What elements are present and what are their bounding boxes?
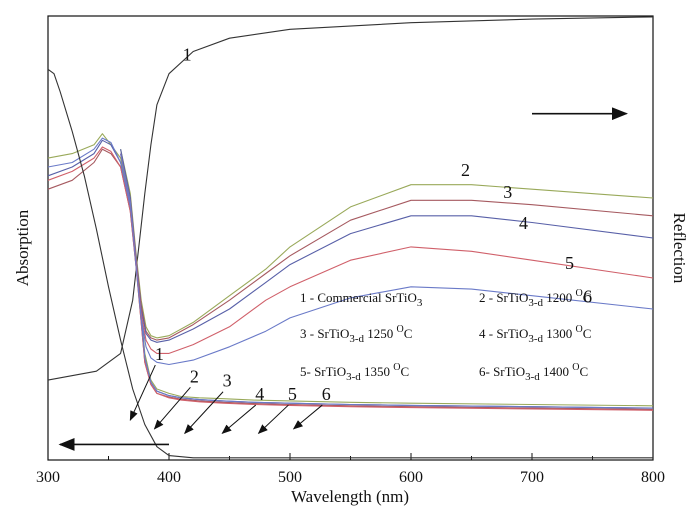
legend-text-part: 6- SrTiO [479,364,525,379]
legend-text-part: O [393,362,400,373]
legend-text-part: C [583,290,592,305]
legend-text-part: C [580,364,589,379]
legend-text-part: 1300 [543,326,576,341]
legend-entry-4: 4 - SrTiO3-d 1300 OC [479,324,591,345]
legend-text-part: O [572,362,579,373]
legend-text-part: O [397,324,404,335]
legend: 1 - Commercial SrTiO3 2 - SrTiO3-d 1200 O… [300,288,591,383]
legend-text-part: C [401,364,410,379]
legend-text-part: 3 - SrTiO [300,326,349,341]
legend-text-part: C [583,326,592,341]
x-tick-labels: 300 400 500 600 700 800 [36,469,665,486]
legend-text-part: 1250 [364,326,397,341]
upper-curve-label-4: 4 [519,213,528,233]
legend-entry-5: 5- SrTiO3-d 1350 OC [300,362,409,383]
upper-curve-label-3: 3 [503,182,512,202]
lower-curve-pointer-2 [153,386,191,430]
plot-frame [47,15,654,461]
legend-text-part: 3-d [525,371,540,383]
lower-curve-label-3: 3 [223,371,232,391]
lower-curve-pointer-5 [257,404,289,435]
lower-curve-label-1: 1 [155,344,164,364]
legend-entry-6: 6- SrTiO3-d 1400 OC [479,362,588,383]
x-tick-label-500: 500 [278,469,302,486]
legend-text-part: 5- SrTiO [300,364,346,379]
y-axis-title-left: Absorption [13,209,32,286]
lower-curve-pointer-6 [292,404,323,430]
legend-text-part: 4 - SrTiO [479,326,528,341]
reflection-curve-5 [47,146,654,411]
legend-text-part: 1400 [540,364,573,379]
curves [47,16,654,459]
lower-curve-pointer-1 [129,364,156,421]
lower-curve-labels: 1 2 3 4 5 6 [129,344,331,435]
x-tick-label-300: 300 [36,469,60,486]
y-axis-title-right: Reflection [670,213,689,284]
upper-curve-label-2: 2 [461,160,470,180]
absorption-curve-1 [47,68,653,459]
legend-text-part: 3-d [528,333,543,345]
x-axis-title: Wavelength (nm) [291,487,409,506]
lower-curve-pointer-4 [221,404,257,435]
lower-curve-label-6: 6 [322,384,331,404]
legend-text-part: 1350 [361,364,394,379]
absorption-curve-4 [120,149,654,343]
reflection-curve-1 [47,16,654,381]
legend-entry-3: 3 - SrTiO3-d 1250 OC [300,324,412,345]
direction-arrows [58,107,628,451]
legend-text-part: 1200 [543,290,576,305]
reflection-curve-2 [47,133,654,407]
x-tick-label-400: 400 [157,469,181,486]
x-tick-label-800: 800 [641,469,665,486]
x-tick-label-700: 700 [520,469,544,486]
legend-text-part: 3 [417,297,423,309]
upper-curve-label-5: 5 [565,253,574,273]
reflection-curve-6 [47,137,654,409]
legend-entry-1: 1 - Commercial SrTiO3 [300,290,423,309]
legend-text-part: O [576,324,583,335]
lower-curve-label-4: 4 [255,384,264,404]
absorption-curve-2 [120,149,654,339]
upper-curve-label-1: 1 [183,44,192,64]
lower-curve-label-5: 5 [288,384,297,404]
legend-text-part: 3-d [349,333,364,345]
x-ticks [47,453,654,460]
upper-curve-label-6: 6 [583,286,592,306]
legend-text-part: 1 - Commercial SrTiO [300,290,417,305]
lower-curve-label-2: 2 [190,366,199,386]
legend-text-part: O [576,288,583,299]
legend-text-part: 2 - SrTiO [479,290,528,305]
lower-curve-pointer-3 [184,391,224,435]
legend-text-part: 3-d [528,297,543,309]
absorption-curve-3 [120,153,654,341]
x-tick-label-600: 600 [399,469,423,486]
absorption-curve-6 [120,153,654,366]
legend-text-part: 3-d [346,371,361,383]
legend-text-part: C [404,326,413,341]
legend-entry-2: 2 - SrTiO3-d 1200 OC [479,288,591,309]
